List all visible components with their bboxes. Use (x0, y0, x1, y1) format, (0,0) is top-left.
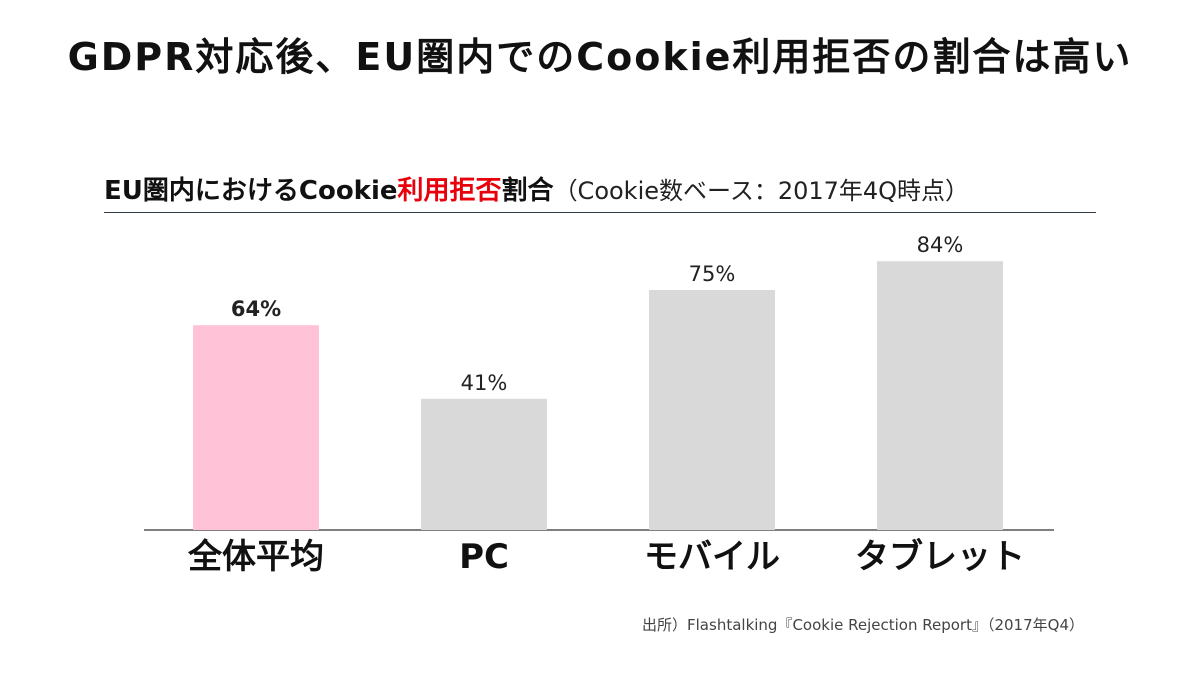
bar-value-label-1: 41% (461, 371, 508, 395)
bar-value-label-0: 64% (231, 297, 281, 321)
bar-value-label-2: 75% (689, 262, 736, 286)
chart-title: EU圏内におけるCookie利用拒否割合（Cookie数ベース：2017年4Q時… (104, 170, 969, 207)
chart-title-part1: EU圏内におけるCookie (104, 176, 398, 206)
category-label-1: PC (459, 537, 509, 577)
category-label-3: タブレット (855, 537, 1025, 577)
page-title: GDPR対応後、EU圏内でのCookie利用拒否の割合は高い (67, 35, 1133, 79)
source-note: 出所）Flashtalking『Cookie Rejection Report』… (642, 616, 1084, 634)
category-label-0: 全体平均 (187, 537, 324, 577)
category-label-2: モバイル (644, 537, 780, 577)
bar-3 (877, 261, 1003, 530)
chart-title-note: （Cookie数ベース：2017年4Q時点） (553, 177, 970, 205)
bar-value-label-3: 84% (917, 233, 964, 257)
bar-1 (421, 398, 547, 530)
chart-title-part3: 割合 (501, 176, 554, 206)
chart-title-highlight: 利用拒否 (397, 176, 502, 206)
bar-2 (649, 290, 775, 530)
title-divider (104, 212, 1096, 213)
bar-0 (193, 325, 319, 530)
